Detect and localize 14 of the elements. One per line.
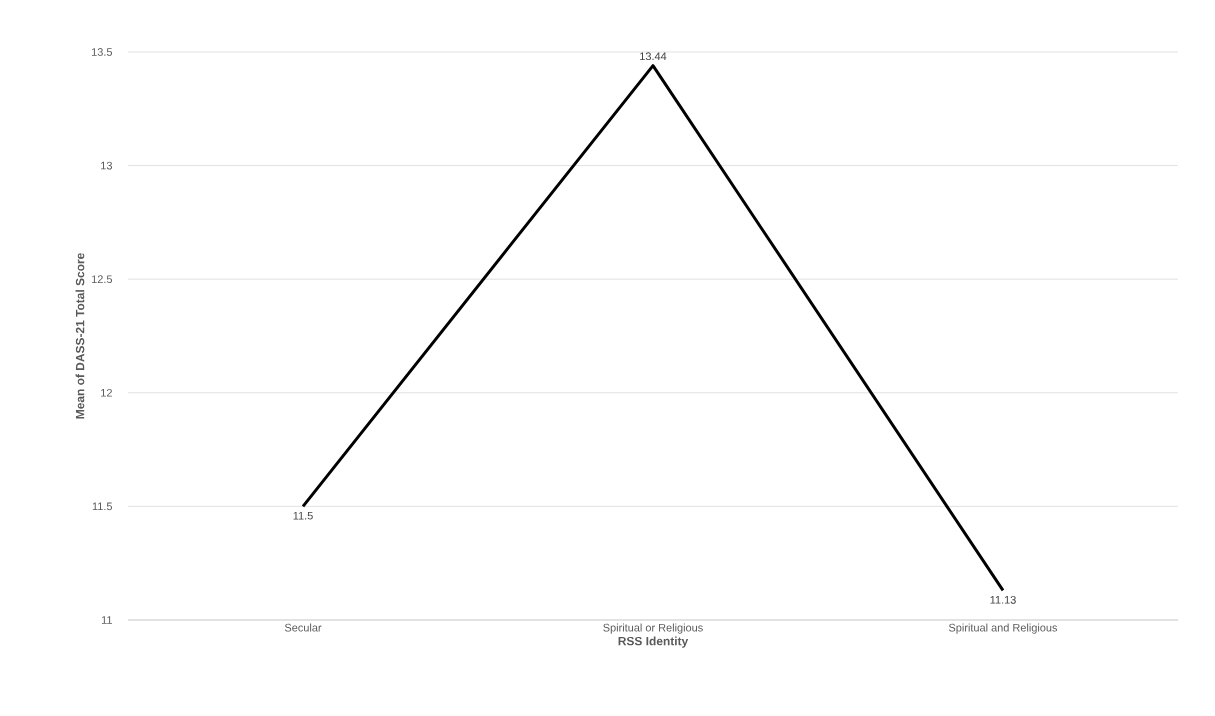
- y-axis-title: Mean of DASS-21 Total Score: [75, 253, 85, 419]
- y-tick-label: 12.5: [91, 275, 113, 284]
- x-tick-label: Spiritual or Religious: [603, 623, 703, 634]
- data-label: 11.13: [990, 595, 1016, 604]
- y-tick-label: 13.5: [91, 48, 113, 56]
- x-axis-title: RSS Identity: [618, 636, 689, 648]
- y-tick-label: 11.5: [92, 502, 113, 511]
- x-tick-label: Secular: [284, 623, 322, 632]
- x-tick-label: Spiritual and Religious: [948, 623, 1058, 634]
- y-tick-label: 12: [101, 388, 112, 397]
- y-tick-label: 13: [101, 161, 112, 170]
- data-label: 13.44: [640, 52, 667, 61]
- y-tick-label: 11: [101, 616, 112, 624]
- data-label: 11.5: [293, 511, 313, 520]
